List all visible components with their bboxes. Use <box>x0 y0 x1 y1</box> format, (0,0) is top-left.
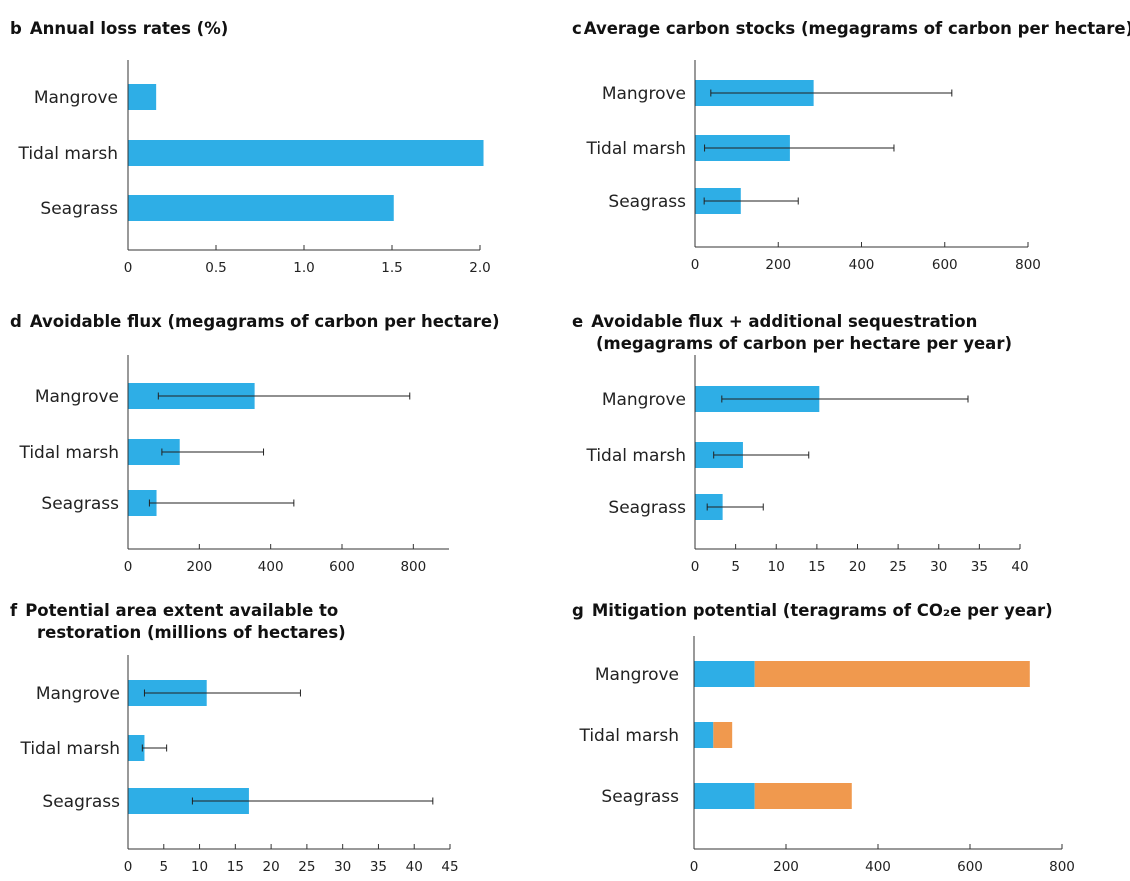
bar-g-3-segment-1 <box>694 783 755 809</box>
category-label-g-3: Seagrass <box>601 787 679 807</box>
bar-f-2 <box>128 735 145 761</box>
x-tick-label-e-3: 10 <box>768 559 785 575</box>
x-tick-label-e-6: 25 <box>890 559 907 575</box>
panel-f-title: f Potential area extent available to rest… <box>10 600 346 644</box>
category-label-d-3: Seagrass <box>41 494 119 514</box>
category-label-b-3: Seagrass <box>40 199 118 219</box>
x-tick-label-c-5: 800 <box>1015 257 1041 273</box>
bar-b-3 <box>128 195 394 221</box>
panel-f-title-line-2: restoration (millions of hectares) <box>37 623 346 642</box>
x-tick-label-f-4: 15 <box>227 859 244 875</box>
category-label-d-2: Tidal marsh <box>18 443 119 463</box>
x-tick-label-e-7: 30 <box>930 559 947 575</box>
x-tick-label-g-2: 200 <box>773 859 799 875</box>
bar-g-2-segment-2 <box>713 722 733 748</box>
panel-b-title: b Annual loss rates (%) <box>10 18 228 40</box>
x-tick-label-c-2: 200 <box>765 257 791 273</box>
x-tick-label-e-2: 5 <box>731 559 740 575</box>
x-tick-label-f-1: 0 <box>124 859 133 875</box>
panel-e-title-line-2: (megagrams of carbon per hectare per yea… <box>596 334 1012 353</box>
x-tick-label-d-3: 400 <box>258 559 284 575</box>
x-tick-label-b-3: 1.0 <box>293 260 314 276</box>
x-tick-label-d-5: 800 <box>400 559 426 575</box>
panel-d-title: d Avoidable flux (megagrams of carbon per… <box>10 311 500 333</box>
bar-g-1-segment-2 <box>754 661 1030 687</box>
category-label-d-1: Mangrove <box>35 387 119 407</box>
x-tick-label-f-5: 20 <box>263 859 280 875</box>
bar-g-1-segment-1 <box>694 661 755 687</box>
panel-c-title-line-1: Average carbon stocks (megagrams of carb… <box>583 19 1130 38</box>
x-tick-label-f-3: 10 <box>191 859 208 875</box>
x-tick-label-b-2: 0.5 <box>205 260 226 276</box>
x-tick-label-f-6: 25 <box>298 859 315 875</box>
bar-b-2 <box>128 140 484 166</box>
x-tick-label-c-3: 400 <box>849 257 875 273</box>
panel-b-title-line-1: Annual loss rates (%) <box>29 19 229 38</box>
panel-f-letter: f <box>10 601 18 620</box>
category-label-e-3: Seagrass <box>608 498 686 518</box>
x-tick-label-b-1: 0 <box>124 260 133 276</box>
category-label-b-1: Mangrove <box>34 88 118 108</box>
category-label-f-2: Tidal marsh <box>19 739 120 759</box>
category-label-c-2: Tidal marsh <box>585 139 686 159</box>
x-tick-label-f-9: 40 <box>406 859 423 875</box>
x-tick-label-c-1: 0 <box>691 257 700 273</box>
x-tick-label-g-5: 800 <box>1049 859 1075 875</box>
x-tick-label-d-4: 600 <box>329 559 355 575</box>
panel-f-title-line-1: Potential area extent available to <box>25 601 339 620</box>
panel-e-letter: e <box>572 312 584 331</box>
category-label-e-2: Tidal marsh <box>585 446 686 466</box>
panel-e-title-line-1: Avoidable flux + additional sequestratio… <box>591 312 978 331</box>
panel-d-letter: d <box>10 312 22 331</box>
x-tick-label-d-1: 0 <box>124 559 133 575</box>
category-label-f-3: Seagrass <box>42 792 120 812</box>
category-label-g-1: Mangrove <box>595 665 679 685</box>
category-label-c-1: Mangrove <box>602 84 686 104</box>
bar-b-1 <box>128 84 157 110</box>
x-tick-label-e-9: 40 <box>1011 559 1028 575</box>
bar-g-3-segment-2 <box>754 783 852 809</box>
panel-g-title-line-1: Mitigation potential (teragrams of CO₂e … <box>591 601 1053 620</box>
panel-d-title-line-1: Avoidable flux (megagrams of carbon per … <box>29 312 500 331</box>
category-label-g-2: Tidal marsh <box>578 726 679 746</box>
x-tick-label-e-1: 0 <box>691 559 700 575</box>
x-tick-label-f-8: 35 <box>370 859 387 875</box>
panel-c-letter: c <box>572 19 582 38</box>
x-tick-label-e-8: 35 <box>971 559 988 575</box>
panel-g-letter: g <box>572 601 584 620</box>
category-label-f-1: Mangrove <box>36 684 120 704</box>
x-tick-label-f-7: 30 <box>334 859 351 875</box>
x-tick-label-g-4: 600 <box>957 859 983 875</box>
x-tick-label-b-4: 1.5 <box>381 260 402 276</box>
panel-c-title: c Average carbon stocks (megagrams of car… <box>572 18 1130 40</box>
x-tick-label-c-4: 600 <box>932 257 958 273</box>
category-label-c-3: Seagrass <box>608 192 686 212</box>
x-tick-label-g-1: 0 <box>690 859 699 875</box>
x-tick-label-e-4: 15 <box>808 559 825 575</box>
category-label-b-2: Tidal marsh <box>17 144 118 164</box>
x-tick-label-f-10: 45 <box>441 859 458 875</box>
x-tick-label-g-3: 400 <box>865 859 891 875</box>
panel-g-title: g Mitigation potential (teragrams of CO₂e… <box>572 600 1053 622</box>
panel-e-title: e Avoidable flux + additional sequestrati… <box>572 311 1012 355</box>
x-tick-label-f-2: 5 <box>159 859 168 875</box>
x-tick-label-e-5: 20 <box>849 559 866 575</box>
category-label-e-1: Mangrove <box>602 390 686 410</box>
x-tick-label-d-2: 200 <box>186 559 212 575</box>
bar-g-2-segment-1 <box>694 722 714 748</box>
panel-b-letter: b <box>10 19 22 38</box>
x-tick-label-b-5: 2.0 <box>469 260 490 276</box>
